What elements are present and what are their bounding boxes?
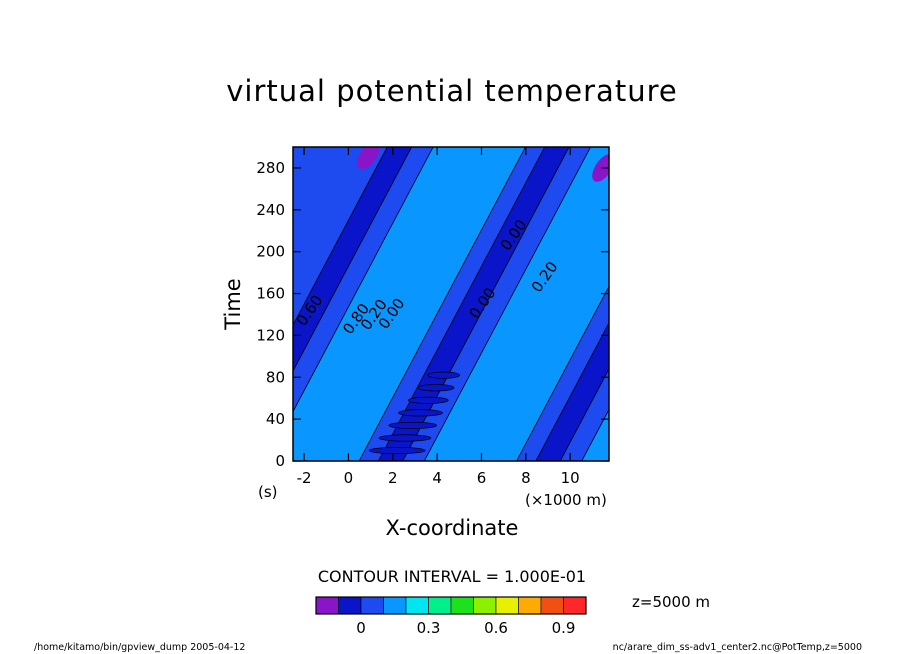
x-tick-label: 2 xyxy=(388,469,398,487)
noise-streak xyxy=(427,371,461,379)
colorbar-segment xyxy=(450,596,474,615)
y-tick-label: 0 xyxy=(275,452,285,470)
contour-band xyxy=(600,444,609,461)
y-tick-label: 80 xyxy=(266,368,285,386)
colorbar-tick-label: 0.6 xyxy=(484,619,508,637)
colorbar-tick-label: 0.3 xyxy=(417,619,441,637)
colorbar-segment xyxy=(518,596,542,615)
trough-band xyxy=(377,147,570,461)
colorbar-segment xyxy=(563,596,587,615)
colorbar-segment xyxy=(405,596,429,615)
colorbar-tick-label: 0.9 xyxy=(552,619,576,637)
noise-streak xyxy=(368,446,426,455)
colorbar-tick-label: 0 xyxy=(356,619,366,637)
y-tick-label: 40 xyxy=(266,410,285,428)
colorbar-segment xyxy=(383,596,407,615)
minimum-region xyxy=(357,147,380,170)
y-axis-label: Time xyxy=(221,278,245,330)
contour-band xyxy=(585,415,609,461)
contour-field xyxy=(293,147,810,461)
y-tick-label: 240 xyxy=(256,201,285,219)
level-annotation: z=5000 m xyxy=(632,593,710,611)
contour-band xyxy=(581,408,609,461)
y-tick-label: 160 xyxy=(256,285,285,303)
footer-left: /home/kitamo/bin/gpview_dump 2005-04-12 xyxy=(34,642,245,653)
x-tick-label: 10 xyxy=(561,469,580,487)
footer-right: nc/arare_dim_ss-adv1_center2.nc@PotTemp,… xyxy=(613,642,862,653)
contour-band xyxy=(603,451,609,461)
noise-streak xyxy=(417,384,455,392)
colorbar-frame xyxy=(315,596,587,615)
x-units-label: (s) xyxy=(258,483,278,501)
contour-band xyxy=(612,147,810,461)
x-tick-label: 0 xyxy=(344,469,354,487)
contour-band xyxy=(423,147,609,461)
colorbar-segment xyxy=(315,596,339,615)
noise-streak xyxy=(388,421,438,429)
colorbar-segment xyxy=(495,596,519,615)
x-tick-label: 6 xyxy=(477,469,487,487)
contour-band xyxy=(293,147,526,461)
noise-streak xyxy=(398,409,443,417)
colorbar-segment xyxy=(540,596,564,615)
y-tick-label: 200 xyxy=(256,243,285,261)
y-tick-label: 120 xyxy=(256,326,285,344)
noise-streak xyxy=(407,396,449,404)
noise-streak xyxy=(378,434,432,442)
x-tick-label: -2 xyxy=(297,469,312,487)
x-tick-label: 4 xyxy=(432,469,442,487)
contour-band xyxy=(596,437,609,461)
x-axis-label: X-coordinate xyxy=(386,516,519,540)
contour-band xyxy=(588,422,609,461)
contour-band xyxy=(607,458,609,461)
colorbar-segment xyxy=(360,596,384,615)
x-tick-label: 8 xyxy=(521,469,531,487)
contour-band xyxy=(592,430,609,461)
y-tick-label: 280 xyxy=(256,159,285,177)
colorbar-segment xyxy=(428,596,452,615)
trough-band xyxy=(293,147,413,372)
plot-frame xyxy=(292,146,610,462)
chart-title: virtual potential temperature xyxy=(226,74,678,108)
x-scale-label: (×1000 m) xyxy=(525,491,607,509)
trough-band xyxy=(535,321,609,461)
colorbar-segment xyxy=(338,596,362,615)
contour-interval-text: CONTOUR INTERVAL = 1.000E-01 xyxy=(318,567,586,586)
colorbar xyxy=(315,596,587,615)
colorbar-segment xyxy=(473,596,497,615)
